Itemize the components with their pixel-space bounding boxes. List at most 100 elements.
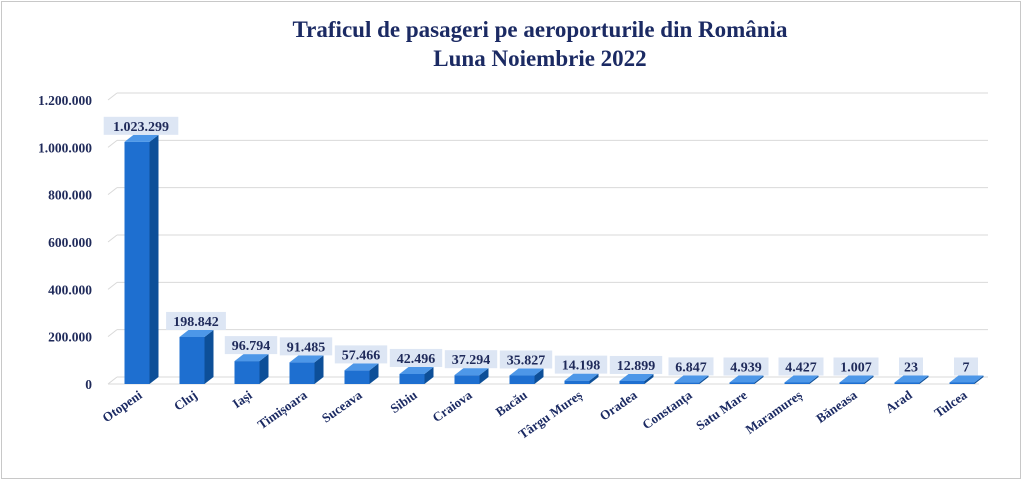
data-label-box [954, 357, 978, 376]
y-tick-label: 600.000 [48, 235, 92, 250]
bar-side [479, 368, 489, 384]
category-label: Timișoara [255, 387, 311, 433]
data-label-text: 12.899 [617, 359, 656, 374]
bar [839, 375, 874, 384]
category-label: Arad [882, 387, 915, 416]
bar-top [344, 363, 379, 371]
bar [674, 375, 709, 384]
data-label-text: 1.007 [840, 361, 872, 376]
bar-side [314, 355, 324, 384]
data-label-text: 42.496 [397, 352, 436, 367]
data-label-text: 35.827 [507, 354, 546, 369]
data-label-box [833, 357, 879, 376]
data-label-text: 91.485 [287, 340, 326, 355]
bar-side [809, 375, 819, 384]
category-label: Oradea [597, 387, 640, 424]
data-label-box [224, 336, 278, 355]
category-label: Băneasa [813, 387, 860, 426]
bars [124, 134, 984, 384]
bar [894, 375, 929, 384]
bar-top [124, 134, 159, 142]
bar [564, 373, 599, 384]
category-label: Bacău [493, 387, 530, 419]
data-label-text: 4.427 [785, 361, 817, 376]
data-label-text: 6.847 [675, 360, 707, 375]
bar-front [289, 362, 315, 384]
bar-top [729, 375, 764, 383]
gridline [107, 187, 118, 196]
bar-front [949, 382, 975, 384]
data-label: 7 [954, 357, 978, 376]
data-label-text: 14.198 [562, 359, 601, 374]
data-label: 6.847 [668, 357, 714, 376]
data-label: 42.496 [389, 348, 443, 367]
bar [344, 363, 379, 384]
data-label-box [444, 350, 498, 369]
data-label: 4.427 [778, 357, 824, 376]
chart-title: Traficul de pasageri pe aeroporturile di… [293, 17, 788, 42]
data-label: 12.899 [609, 355, 663, 374]
category-labels: Otopeni Cluj Iași Timișoara Suceava Sibiu Crai… [99, 387, 970, 443]
bar-top [784, 375, 819, 383]
y-tick-label: 0 [85, 377, 92, 392]
data-label-text: 7 [963, 361, 970, 376]
gridline [107, 92, 118, 101]
bar-top [894, 375, 929, 383]
data-label: 96.794 [224, 336, 278, 355]
data-label: 198.842 [166, 311, 226, 330]
data-label-box [279, 337, 333, 356]
gridline [107, 376, 118, 385]
gridline [107, 281, 118, 290]
bar-side [149, 134, 159, 384]
bar-side [534, 368, 544, 384]
data-label-box [668, 357, 714, 376]
bar-front [234, 361, 260, 384]
bar-top [674, 375, 709, 383]
y-tick-label: 1.200.000 [38, 93, 92, 108]
bar-front [399, 373, 425, 384]
bar-top [839, 375, 874, 383]
data-label-box [103, 116, 179, 135]
data-label-text: 57.466 [342, 348, 381, 363]
bar [784, 375, 819, 384]
bar [124, 134, 159, 384]
bar-side [919, 375, 929, 384]
y-tick-label: 200.000 [48, 330, 92, 345]
data-label: 1.023.299 [103, 116, 179, 135]
data-label-box [609, 355, 663, 374]
bar-side [644, 373, 654, 384]
gridline [107, 234, 118, 243]
bar-top [399, 366, 434, 374]
data-label: 91.485 [279, 337, 333, 356]
bar-side [699, 375, 709, 384]
bar [179, 329, 214, 384]
data-label-text: 37.294 [452, 353, 491, 368]
data-label-box [499, 350, 553, 369]
gridline [107, 329, 118, 338]
bar-top [234, 354, 269, 362]
bar-side [204, 329, 214, 384]
bar-side [864, 375, 874, 384]
data-label-text: 198.842 [173, 315, 219, 330]
bar-top [179, 329, 214, 337]
data-label-box [389, 348, 443, 367]
data-label-text: 96.794 [232, 339, 271, 354]
bar-front [564, 380, 590, 384]
data-label: 4.939 [723, 357, 769, 376]
chart-subtitle: Luna Noiembrie 2022 [433, 46, 646, 71]
data-label-box [166, 311, 226, 330]
bar-side [589, 373, 599, 384]
bar-front [784, 382, 810, 384]
category-label: Iași [230, 387, 256, 412]
category-label: Tulcea [931, 387, 970, 420]
y-axis-ticks: 0 200.000 400.000 600.000 800.000 1.000.000 1.… [38, 93, 92, 392]
bar-front [839, 382, 865, 384]
bar-front [674, 382, 700, 384]
bar-top [564, 373, 599, 381]
category-label: Craiova [429, 387, 475, 425]
category-label: Otopeni [99, 387, 145, 425]
bar-side [754, 375, 764, 384]
bar [949, 375, 984, 384]
y-tick-label: 800.000 [48, 188, 92, 203]
